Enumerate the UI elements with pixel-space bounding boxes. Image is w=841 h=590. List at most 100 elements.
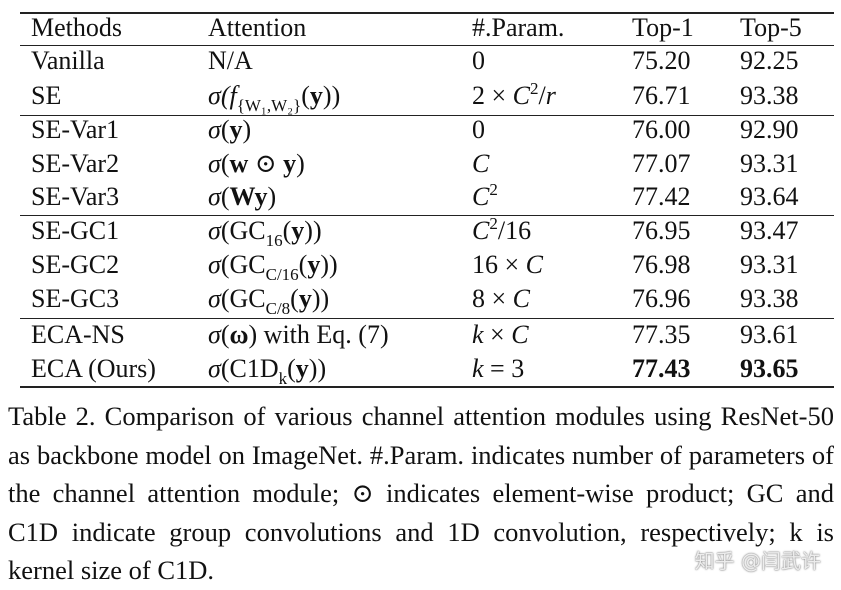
math-segment: 2	[489, 180, 498, 199]
top5-cell: 93.64	[740, 182, 799, 211]
table-row: SE-GC2 σ(GCC/16(y)) 16 × C 76.98 93.31	[0, 248, 841, 283]
header-param: #.Param.	[472, 13, 565, 42]
math-segment: C	[525, 250, 544, 279]
math-segment: y	[298, 284, 312, 313]
attention-cell: σ(C1Dk(y))	[208, 352, 326, 388]
table-row: SE-GC1 σ(GC16(y)) C2/16 76.95 93.47	[0, 214, 841, 250]
table-row: ECA-NS σ(ω) with Eq. (7) k × C 77.35 93.61	[0, 318, 841, 352]
math-segment: C	[472, 149, 490, 178]
method-cell: SE-Var1	[31, 115, 120, 144]
math-segment: y	[295, 354, 309, 383]
method-cell: ECA (Ours)	[31, 354, 156, 383]
math-segment: k	[278, 369, 288, 388]
top1-cell: 76.98	[632, 250, 691, 279]
header-rule	[20, 45, 834, 46]
attention-cell: σ(Wy)	[208, 180, 276, 214]
math-segment: (	[220, 115, 230, 144]
math-segment: (	[220, 149, 230, 178]
attention-cell: N/A	[208, 44, 253, 78]
param-cell: 8 × C	[472, 282, 530, 316]
math-segment: ⊙	[248, 149, 284, 178]
math-segment: w	[229, 149, 249, 178]
top1-cell: 77.07	[632, 149, 691, 178]
header-attention: Attention	[208, 13, 307, 42]
math-segment: C	[511, 320, 529, 349]
attention-cell: σ(w ⊙ y)	[208, 147, 305, 181]
attention-cell: σ(GC16(y))	[208, 214, 322, 250]
attention-cell: σ(GCC/8(y))	[208, 282, 330, 318]
method-cell: SE-Var3	[31, 182, 120, 211]
table-row: ECA (Ours) σ(C1Dk(y)) k = 3 77.43 93.65	[0, 352, 841, 388]
header-top1: Top-1	[632, 13, 694, 42]
top5-cell: 93.31	[740, 149, 799, 178]
math-segment: y	[283, 149, 297, 178]
math-segment: ))	[311, 284, 330, 313]
top1-cell: 76.00	[632, 115, 691, 144]
math-segment: (C1D	[220, 354, 279, 383]
table-caption: Table 2. Comparison of various channel a…	[8, 401, 834, 585]
table-row: SE σ(f{W₁,W₂}(y)) 2 × C2/r 76.71 93.38	[0, 79, 841, 115]
bottom-rule	[20, 386, 834, 388]
top5-cell: 93.47	[740, 216, 799, 245]
attention-cell: σ(ω) with Eq. (7)	[208, 318, 389, 352]
math-segment: 2	[489, 214, 498, 233]
attention-cell: σ(GCC/16(y))	[208, 248, 338, 283]
table-row: SE-Var2 σ(w ⊙ y) C 77.07 93.31	[0, 147, 841, 181]
math-segment: 16	[265, 231, 283, 250]
math-segment: C	[512, 284, 531, 313]
top5-cell: 93.61	[740, 320, 799, 349]
math-segment: y	[291, 216, 305, 245]
math-segment: = 3	[483, 354, 525, 383]
math-segment: ×	[483, 320, 512, 349]
math-segment: )	[296, 149, 305, 178]
attention-cell: σ(y)	[208, 113, 251, 147]
top-rule	[20, 12, 834, 14]
math-segment: k	[472, 354, 484, 383]
math-segment: (	[282, 216, 292, 245]
math-segment: ω	[229, 320, 249, 349]
math-segment: r	[545, 81, 556, 110]
math-segment: σ	[208, 115, 221, 144]
param-cell: k × C	[472, 318, 529, 352]
param-cell: k = 3	[472, 352, 524, 386]
header-methods: Methods	[31, 13, 122, 42]
math-segment: f	[229, 81, 237, 110]
math-segment: 0	[472, 115, 485, 144]
top1-cell: 77.35	[632, 320, 691, 349]
math-segment: C	[472, 216, 490, 245]
math-segment: Wy	[229, 182, 268, 211]
top1-cell: 77.42	[632, 182, 691, 211]
method-cell: SE-GC1	[31, 216, 120, 245]
method-cell: SE	[31, 81, 62, 110]
math-segment: σ	[208, 182, 221, 211]
top5-cell: 92.90	[740, 115, 799, 144]
math-segment: ))	[320, 250, 338, 279]
math-segment: (	[220, 320, 230, 349]
math-segment: C	[512, 81, 531, 110]
top1-cell: 75.20	[632, 46, 691, 75]
math-segment: σ	[208, 149, 221, 178]
table-row: Vanilla N/A 0 75.20 92.25	[0, 44, 841, 78]
math-segment: (	[290, 284, 299, 313]
param-cell: C	[472, 147, 489, 181]
math-segment: )	[242, 115, 252, 144]
math-segment: 8 ×	[472, 284, 513, 313]
math-segment: y	[307, 250, 321, 279]
method-cell: Vanilla	[31, 46, 105, 75]
method-cell: SE-GC2	[31, 250, 120, 279]
method-cell: SE-Var2	[31, 149, 120, 178]
group-rule	[20, 215, 834, 216]
math-segment: (	[301, 81, 310, 110]
math-segment: (	[298, 250, 308, 279]
math-segment: {W₁,W₂}	[236, 96, 302, 115]
math-segment: C/8	[265, 299, 291, 318]
param-cell: 0	[472, 44, 485, 78]
math-segment: σ	[208, 320, 221, 349]
math-segment: /16	[497, 216, 532, 245]
top1-cell: 76.95	[632, 216, 691, 245]
math-segment: (GC	[220, 216, 266, 245]
top1-cell: 76.71	[632, 81, 691, 110]
header-row: Methods Attention #.Param. Top-1 Top-5	[0, 11, 841, 45]
math-segment: k	[472, 320, 484, 349]
math-segment: σ	[208, 284, 221, 313]
